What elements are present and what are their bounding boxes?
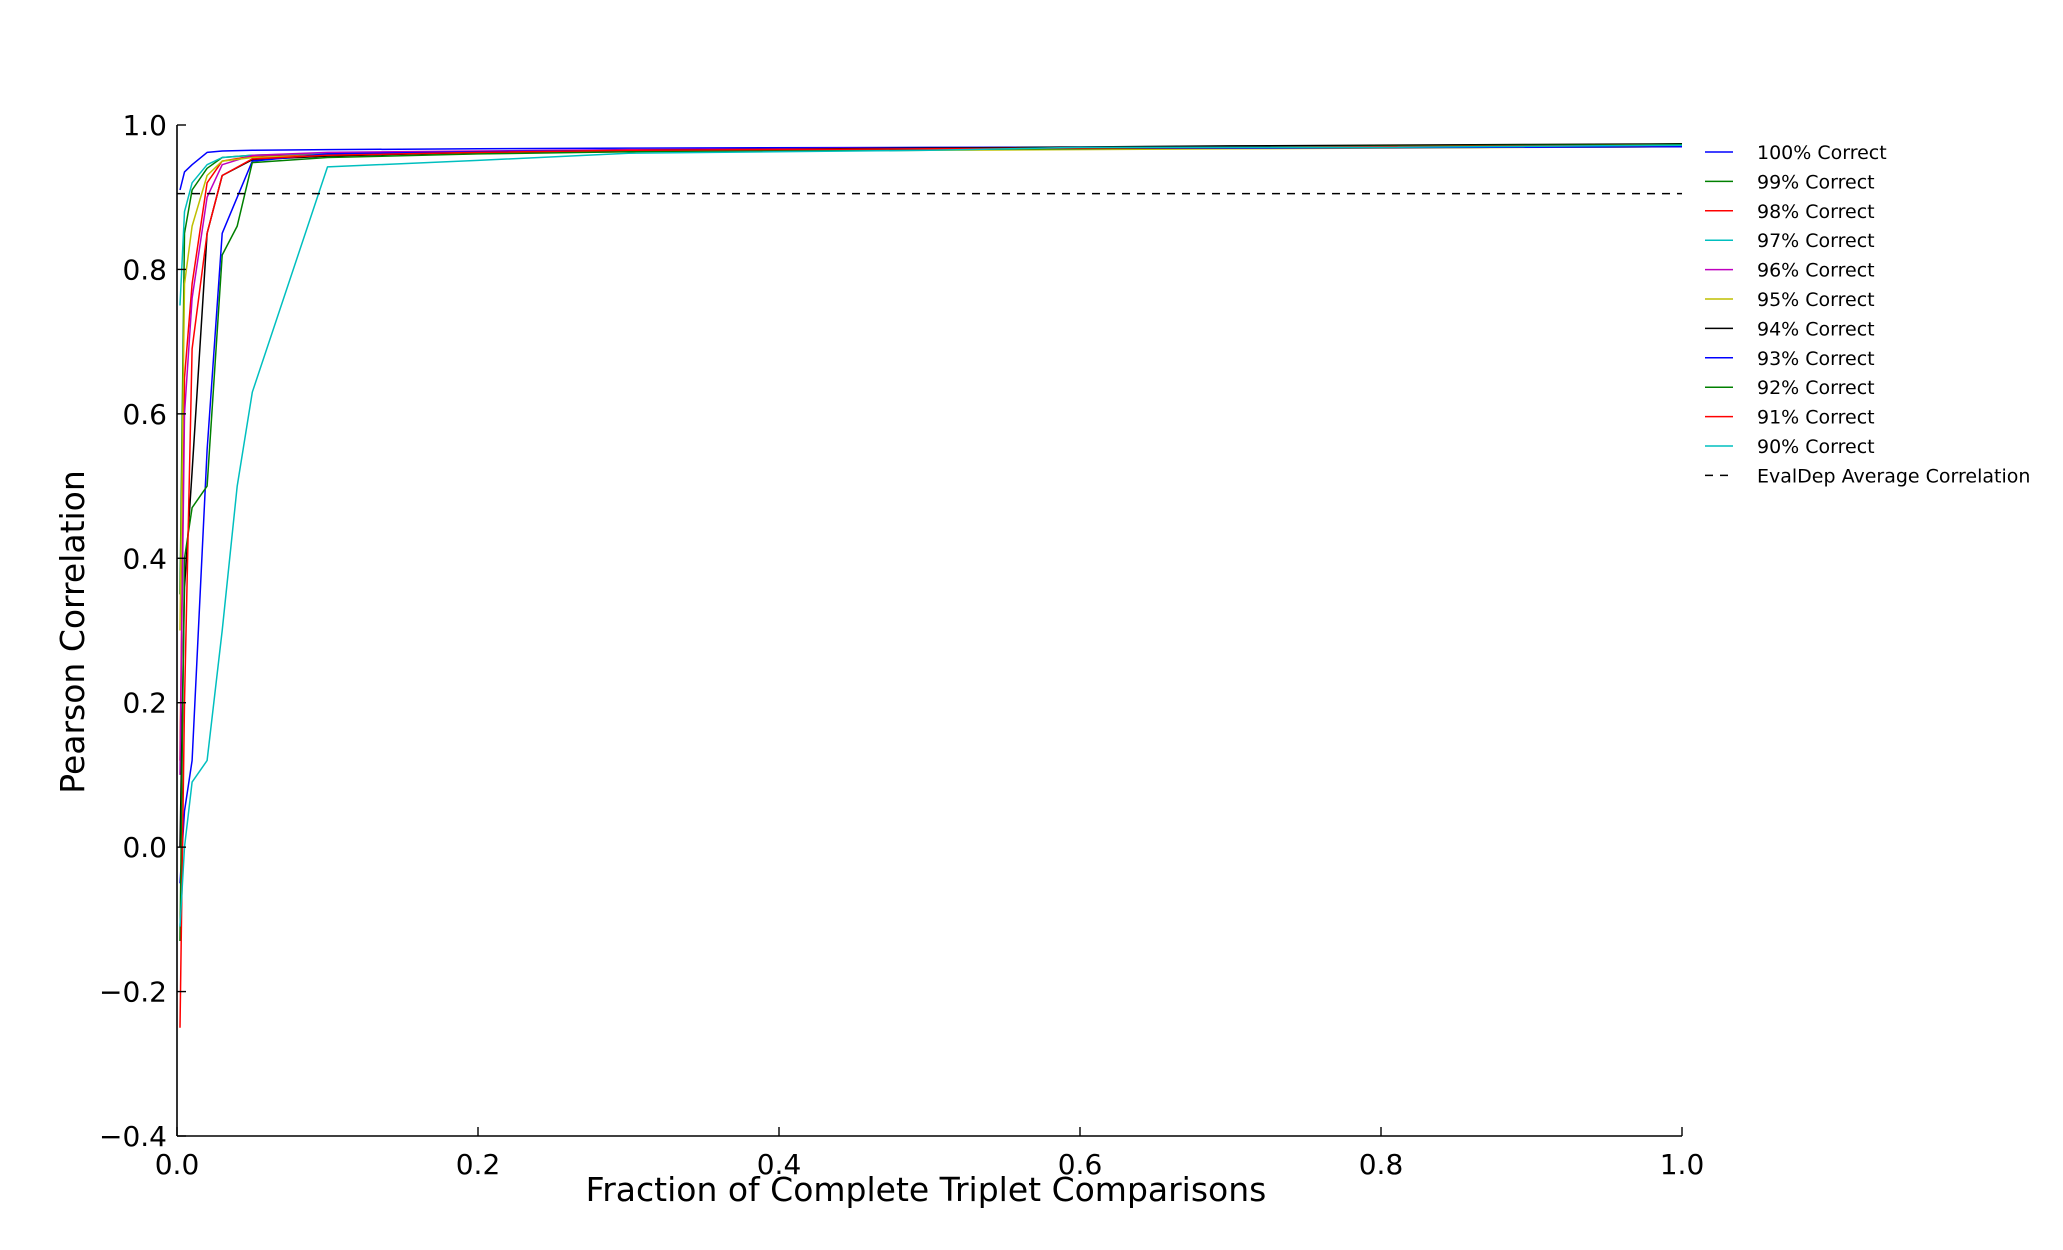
y-tick-label: 0.4 [122, 542, 167, 575]
legend-label: 98% Correct [1757, 201, 1875, 223]
x-tick-label: 0.6 [1058, 1148, 1103, 1181]
axes [176, 125, 1682, 1137]
legend-label: 94% Correct [1757, 318, 1875, 340]
x-tick-label: 0.0 [155, 1148, 200, 1181]
series-line-6 [179, 143, 1683, 848]
legend-label: 93% Correct [1757, 348, 1875, 370]
legend-label: 97% Correct [1757, 230, 1875, 252]
x-tick-label: 0.8 [1359, 1148, 1404, 1181]
x-tick-label: 0.4 [757, 1148, 802, 1181]
y-tick-label: 0.0 [122, 831, 167, 864]
y-tick-label: 0.2 [122, 687, 167, 720]
series-line-10 [179, 144, 1683, 927]
legend-label: 100% Correct [1757, 142, 1887, 164]
legend-label: EvalDep Average Correlation [1757, 465, 2030, 487]
y-tick-label: 1.0 [122, 109, 167, 142]
legend-label: 90% Correct [1757, 436, 1875, 458]
legend-label: 96% Correct [1757, 260, 1875, 282]
series-line-9 [179, 144, 1683, 1028]
x-tick-label: 0.2 [456, 1148, 501, 1181]
x-axis-label: Fraction of Complete Triplet Comparisons [586, 1170, 1267, 1209]
tick-marks: 0.0 0.2 0.4 0.6 0.8 1.0 −0.4 −0.2 0.0 0.2 0.4 0.6 0.… [99, 109, 1704, 1181]
y-tick-label: 0.6 [122, 398, 167, 431]
y-tick-label: −0.4 [99, 1120, 167, 1153]
legend: 100% Correct 99% Correct 98% Correct 97% Co… [1705, 142, 2030, 487]
legend-label: 99% Correct [1757, 171, 1875, 193]
legend-label: 95% Correct [1757, 289, 1875, 311]
legend-label: 91% Correct [1757, 407, 1875, 429]
legend-label: 92% Correct [1757, 377, 1875, 399]
x-tick-label: 1.0 [1660, 1148, 1705, 1181]
y-tick-label: 0.8 [122, 253, 167, 286]
y-axis-label: Pearson Correlation [53, 470, 92, 794]
series-layer [177, 143, 1683, 1028]
y-tick-label: −0.2 [99, 976, 167, 1009]
